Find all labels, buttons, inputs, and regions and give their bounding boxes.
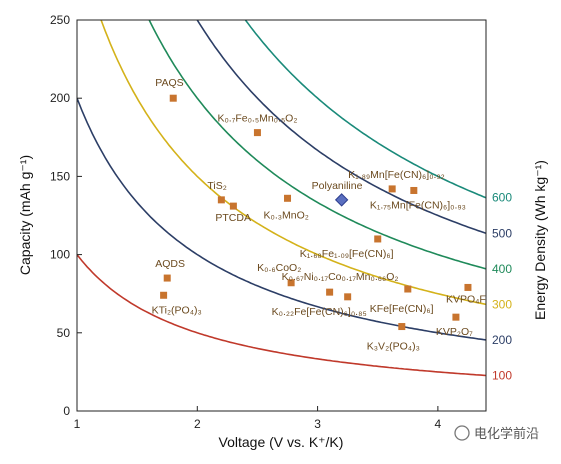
- iso-energy-label-100: 100: [492, 368, 512, 382]
- data-point-marker: [160, 291, 168, 299]
- iso-energy-label-500: 500: [492, 226, 512, 240]
- y-tick-label: 150: [50, 169, 70, 183]
- axes: [76, 19, 487, 412]
- y-axis-ticks: 0 50 100 150 200 250: [50, 13, 82, 418]
- y-tick-label: 50: [57, 326, 71, 340]
- x-axis-title: Voltage (V vs. K⁺/K): [219, 434, 344, 450]
- iso-energy-label-600: 600: [492, 191, 512, 205]
- data-point-marker: [464, 283, 472, 291]
- iso-energy-label-400: 400: [492, 262, 512, 276]
- x-tick-label: 3: [314, 417, 321, 431]
- x-axis-ticks: 1 2 3 4: [74, 406, 442, 431]
- y-axis-title: Capacity (mAh g⁻¹): [17, 155, 33, 275]
- iso-energy-curve-600: [244, 20, 486, 199]
- data-point-label: PTCDA: [215, 212, 251, 224]
- plot-frame: [76, 19, 487, 412]
- data-point-marker: [374, 235, 382, 243]
- iso-energy-labels: 100 200 300 400 500 600: [492, 191, 512, 383]
- data-point-label: K₁.₇₅Mn[Fe(CN)₆]₀.₉₃: [370, 199, 466, 211]
- data-point-label: TiS₂: [207, 180, 226, 192]
- data-point-label: KTi₂(PO₄)₃: [152, 304, 202, 316]
- data-point-marker: [334, 193, 349, 207]
- y-tick-label: 250: [50, 13, 70, 27]
- watermark-text: 电化学前沿: [474, 426, 539, 441]
- watermark: 电化学前沿: [454, 425, 539, 441]
- data-point-marker: [410, 186, 418, 194]
- data-point-marker: [326, 288, 334, 296]
- data-point-marker: [398, 323, 406, 331]
- data-point-marker: [253, 129, 261, 137]
- iso-energy-curve-100: [77, 254, 486, 377]
- data-point-marker: [344, 293, 352, 301]
- iso-energy-curve-500: [196, 20, 486, 235]
- data-point-label: K₀.₂₂Fe[Fe(CN)₆]₀.₈₅: [272, 306, 367, 318]
- data-point-labels: PAQS K₀.₇Fe₀.₅Mn₀.₅O₂ K₁.₈₉Mn[Fe(CN)₆]₀.₉₂…: [152, 77, 486, 352]
- iso-energy-label-200: 200: [492, 333, 512, 347]
- iso-energy-label-300: 300: [492, 297, 512, 311]
- y-tick-label: 0: [63, 404, 70, 418]
- iso-energy-curve-300: [100, 20, 486, 306]
- x-tick-label: 4: [435, 417, 442, 431]
- iso-energy-curve-200: [77, 97, 486, 341]
- data-point-label: PAQS: [155, 77, 183, 89]
- data-point-label: KFe[Fe(CN)₆]: [370, 303, 434, 315]
- data-point-marker: [452, 313, 460, 321]
- data-point-label: Polyaniline: [312, 180, 363, 192]
- y2-axis-title: Energy Density (Wh kg⁻¹): [532, 160, 548, 320]
- y-tick-label: 200: [50, 91, 70, 105]
- data-point-marker: [217, 196, 225, 204]
- data-point-label: K₃V₂(PO₄)₃: [367, 341, 420, 353]
- data-point-marker: [169, 94, 177, 102]
- wechat-icon: [454, 425, 470, 441]
- data-point-marker: [388, 185, 396, 193]
- data-point-marker: [287, 279, 295, 287]
- y-tick-label: 100: [50, 248, 70, 262]
- data-point-marker: [404, 285, 412, 293]
- data-point-label: K₁.₆₈Fe₁.₀₉[Fe(CN)₆]: [300, 248, 394, 260]
- data-point-marker: [284, 194, 292, 202]
- data-point-label: K₀.₆₇Ni₀.₁₇Co₀.₁₇Mn₀.₆₆O₂: [282, 271, 399, 283]
- data-point-marker: [163, 274, 171, 282]
- x-tick-label: 2: [194, 417, 201, 431]
- iso-energy-curve-400: [148, 20, 486, 270]
- iso-energy-curves: [77, 20, 486, 377]
- data-point-label: K₀.₆CoO₂: [257, 262, 301, 274]
- data-point-label: K₀.₇Fe₀.₅Mn₀.₅O₂: [217, 113, 297, 125]
- data-point-marker: [229, 202, 237, 210]
- data-point-label: K₀.₃MnO₂: [264, 209, 309, 221]
- data-point-label: AQDS: [155, 258, 185, 270]
- data-point-label: KVP₂O₇: [436, 326, 473, 338]
- data-points: [160, 94, 472, 331]
- x-tick-label: 1: [74, 417, 81, 431]
- data-point-label: KVPO₄F: [446, 293, 486, 305]
- data-point-label: K₁.₈₉Mn[Fe(CN)₆]₀.₉₂: [348, 169, 445, 181]
